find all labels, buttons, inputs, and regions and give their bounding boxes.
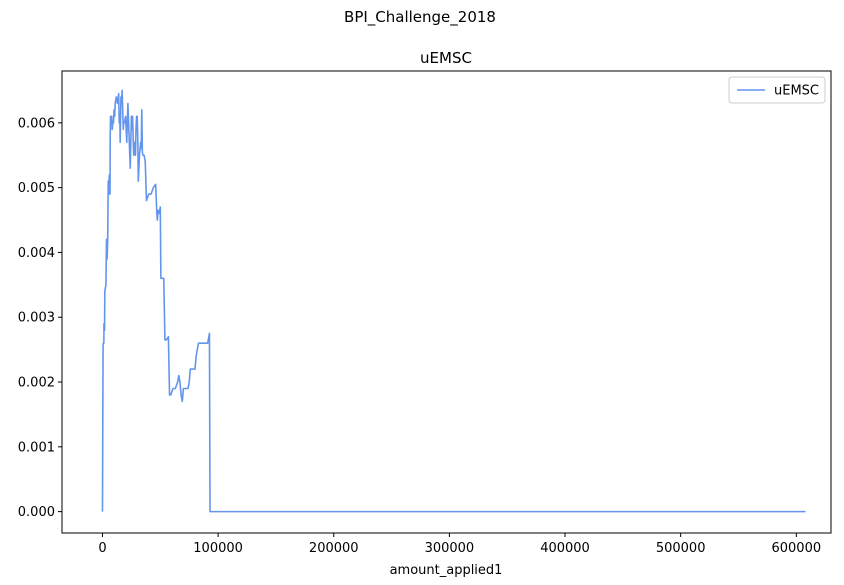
y-tick-label: 0.001 bbox=[18, 440, 55, 455]
x-tick-label: 500000 bbox=[656, 541, 706, 556]
x-axis: 0 100000 200000 300000 400000 500000 600000 bbox=[98, 533, 821, 556]
y-axis: 0.000 0.001 0.002 0.003 0.004 0.005 0.006 bbox=[18, 116, 62, 520]
legend: uEMSC bbox=[728, 76, 826, 104]
figure-suptitle: BPI_Challenge_2018 bbox=[344, 8, 496, 27]
y-tick-label: 0.000 bbox=[18, 505, 55, 520]
x-tick-label: 400000 bbox=[540, 541, 590, 556]
y-tick-label: 0.004 bbox=[18, 246, 55, 261]
line-layer bbox=[101, 89, 806, 513]
x-tick-label: 0 bbox=[98, 541, 106, 556]
y-tick-label: 0.002 bbox=[18, 376, 55, 391]
plot-frame bbox=[61, 70, 832, 534]
y-tick-label: 0.003 bbox=[18, 311, 55, 326]
x-axis-label: amount_applied1 bbox=[390, 563, 503, 578]
x-tick-label: 100000 bbox=[193, 541, 243, 556]
y-tick-label: 0.005 bbox=[18, 181, 55, 196]
y-tick-label: 0.006 bbox=[18, 116, 55, 131]
series-line bbox=[101, 89, 806, 513]
x-tick-label: 200000 bbox=[309, 541, 359, 556]
plot-area bbox=[61, 70, 832, 534]
x-tick-label: 300000 bbox=[425, 541, 475, 556]
legend-box bbox=[728, 76, 826, 104]
chart-title: uEMSC bbox=[420, 49, 472, 67]
x-tick-label: 600000 bbox=[771, 541, 821, 556]
legend-label: uEMSC bbox=[774, 84, 819, 99]
